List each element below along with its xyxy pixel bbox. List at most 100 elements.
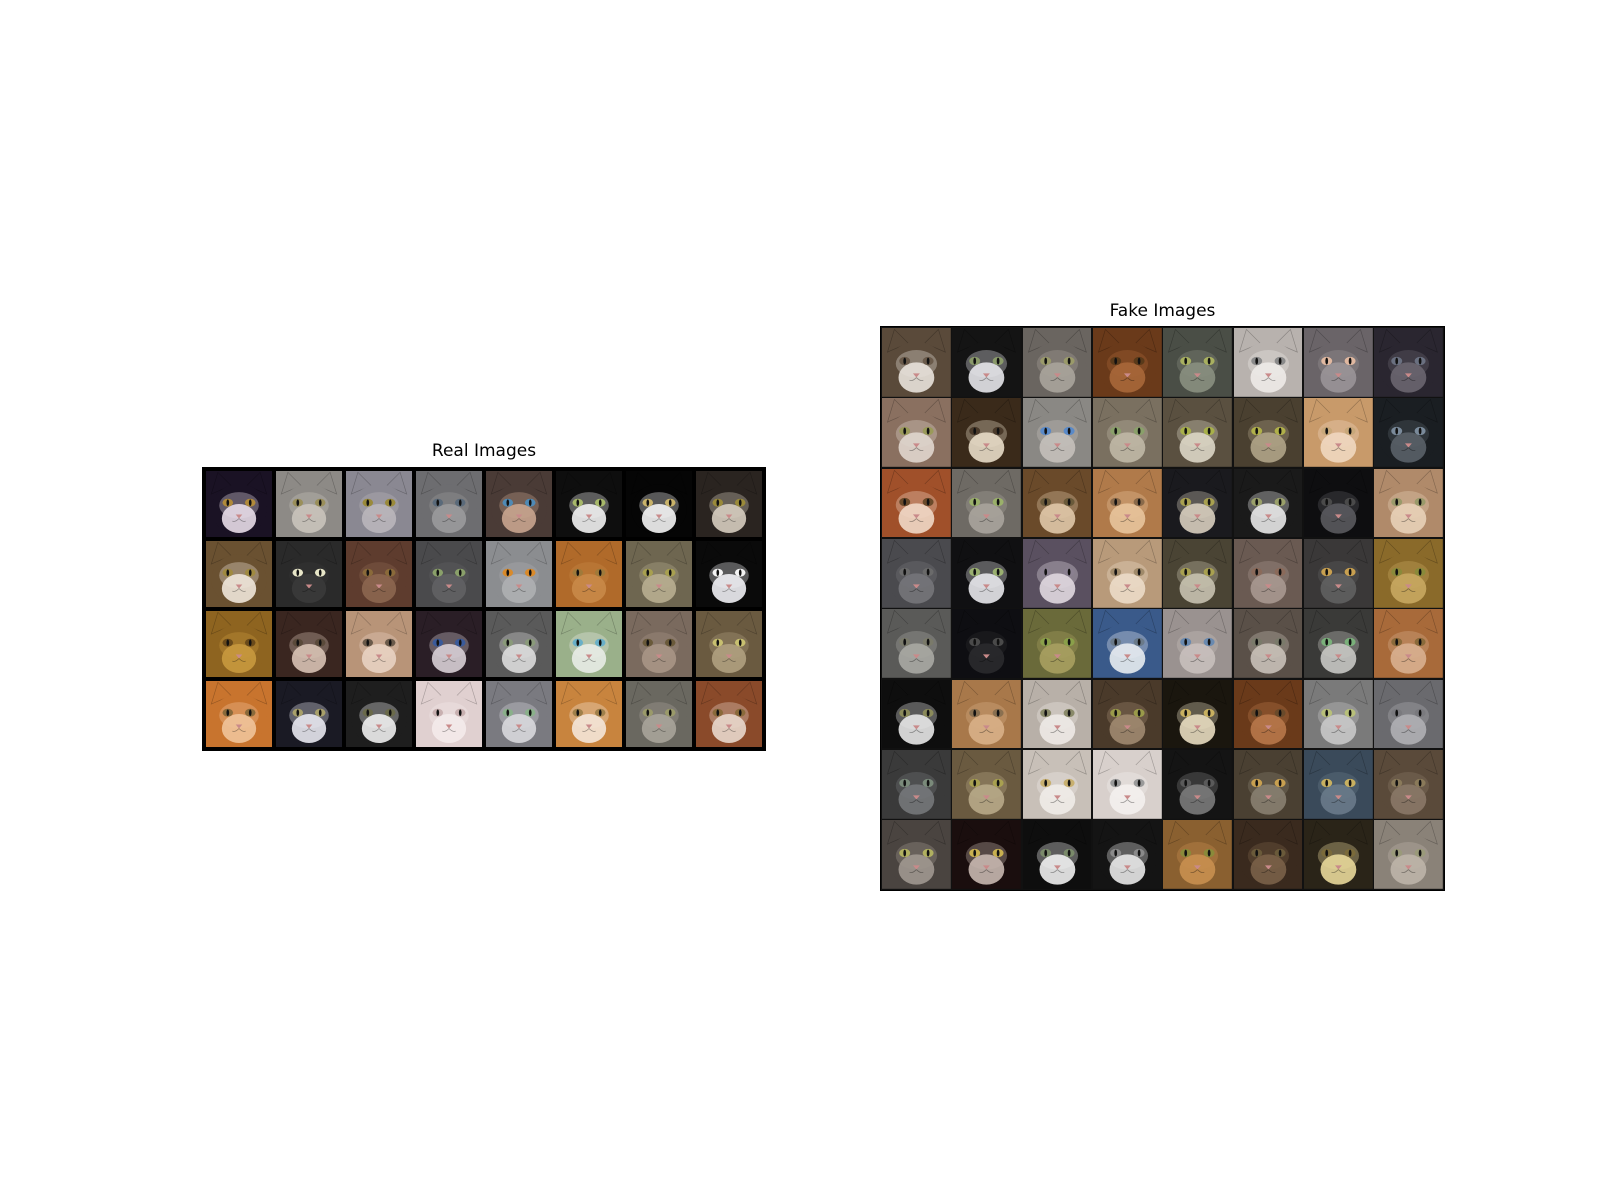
fake-images-title: Fake Images	[1109, 301, 1216, 321]
fake-cat-image	[882, 538, 951, 608]
fake-cat-image	[1163, 468, 1233, 538]
fake-cat-image	[882, 679, 951, 749]
fake-cat-image	[1092, 749, 1162, 819]
fake-cat-image	[1374, 398, 1443, 468]
real-cat-image	[626, 681, 692, 747]
fake-cat-image	[1303, 468, 1373, 538]
real-cat-image	[556, 471, 622, 537]
fake-cat-image	[1022, 328, 1092, 397]
fake-cat-image	[952, 398, 1022, 468]
fake-cat-image	[1022, 679, 1092, 749]
fake-cat-image	[1233, 820, 1303, 889]
fake-cat-image	[1303, 749, 1373, 819]
real-cat-image	[206, 681, 272, 747]
real-images-grid	[202, 467, 766, 751]
real-cat-image	[276, 541, 342, 607]
fake-cat-image	[1233, 609, 1303, 679]
fake-cat-image	[1303, 328, 1373, 397]
real-cat-image	[556, 681, 622, 747]
fake-cat-image	[1303, 609, 1373, 679]
fake-cat-image	[1233, 538, 1303, 608]
real-cat-image	[696, 471, 762, 537]
fake-cat-image	[1233, 679, 1303, 749]
real-cat-image	[416, 681, 482, 747]
real-cat-image	[206, 471, 272, 537]
fake-cat-image	[1092, 609, 1162, 679]
fake-cat-image	[882, 820, 951, 889]
fake-cat-image	[1163, 820, 1233, 889]
real-images-title: Real Images	[431, 441, 537, 461]
real-cat-image	[276, 681, 342, 747]
fake-cat-image	[952, 749, 1022, 819]
real-cat-image	[556, 611, 622, 677]
fake-cat-image	[882, 609, 951, 679]
fake-cat-image	[1374, 820, 1443, 889]
real-cat-image	[696, 681, 762, 747]
fake-cat-image	[1233, 468, 1303, 538]
fake-cat-image	[1374, 328, 1443, 397]
real-cat-image	[626, 471, 692, 537]
real-cat-image	[276, 611, 342, 677]
fake-cat-image	[952, 609, 1022, 679]
real-cat-image	[556, 541, 622, 607]
fake-cat-image	[1303, 538, 1373, 608]
fake-cat-image	[1374, 749, 1443, 819]
fake-cat-image	[1092, 398, 1162, 468]
fake-cat-image	[1092, 468, 1162, 538]
fake-cat-image	[882, 398, 951, 468]
fake-cat-image	[952, 538, 1022, 608]
fake-cat-image	[1233, 328, 1303, 397]
fake-cat-image	[1374, 609, 1443, 679]
fake-images-grid	[880, 326, 1445, 891]
fake-cat-image	[882, 468, 951, 538]
fake-cat-image	[1092, 538, 1162, 608]
fake-cat-image	[1374, 538, 1443, 608]
fake-cat-image	[952, 468, 1022, 538]
fake-cat-image	[1092, 679, 1162, 749]
real-cat-image	[486, 681, 552, 747]
real-cat-image	[696, 541, 762, 607]
fake-cat-image	[1163, 398, 1233, 468]
real-cat-image	[346, 541, 412, 607]
real-cat-image	[486, 541, 552, 607]
fake-cat-image	[1022, 609, 1092, 679]
fake-cat-image	[882, 749, 951, 819]
fake-cat-image	[1022, 468, 1092, 538]
real-cat-image	[346, 681, 412, 747]
real-cat-image	[416, 471, 482, 537]
real-cat-image	[626, 611, 692, 677]
fake-cat-image	[952, 328, 1022, 397]
real-cat-image	[486, 471, 552, 537]
real-cat-image	[206, 611, 272, 677]
fake-cat-image	[1303, 679, 1373, 749]
fake-cat-image	[882, 328, 951, 397]
real-cat-image	[416, 541, 482, 607]
real-cat-image	[346, 471, 412, 537]
fake-cat-image	[1092, 328, 1162, 397]
fake-cat-image	[1022, 749, 1092, 819]
fake-cat-image	[1233, 398, 1303, 468]
fake-cat-image	[1233, 749, 1303, 819]
real-cat-image	[416, 611, 482, 677]
fake-cat-image	[1303, 398, 1373, 468]
fake-cat-image	[1163, 679, 1233, 749]
fake-cat-image	[952, 679, 1022, 749]
fake-cat-image	[1022, 398, 1092, 468]
fake-cat-image	[1374, 679, 1443, 749]
real-cat-image	[696, 611, 762, 677]
fake-cat-image	[1163, 328, 1233, 397]
fake-cat-image	[1374, 468, 1443, 538]
real-cat-image	[486, 611, 552, 677]
fake-cat-image	[952, 820, 1022, 889]
fake-cat-image	[1092, 820, 1162, 889]
fake-cat-image	[1163, 538, 1233, 608]
fake-cat-image	[1022, 820, 1092, 889]
fake-cat-image	[1163, 749, 1233, 819]
real-cat-image	[346, 611, 412, 677]
real-cat-image	[206, 541, 272, 607]
fake-cat-image	[1303, 820, 1373, 889]
real-cat-image	[626, 541, 692, 607]
fake-cat-image	[1022, 538, 1092, 608]
real-cat-image	[276, 471, 342, 537]
fake-cat-image	[1163, 609, 1233, 679]
